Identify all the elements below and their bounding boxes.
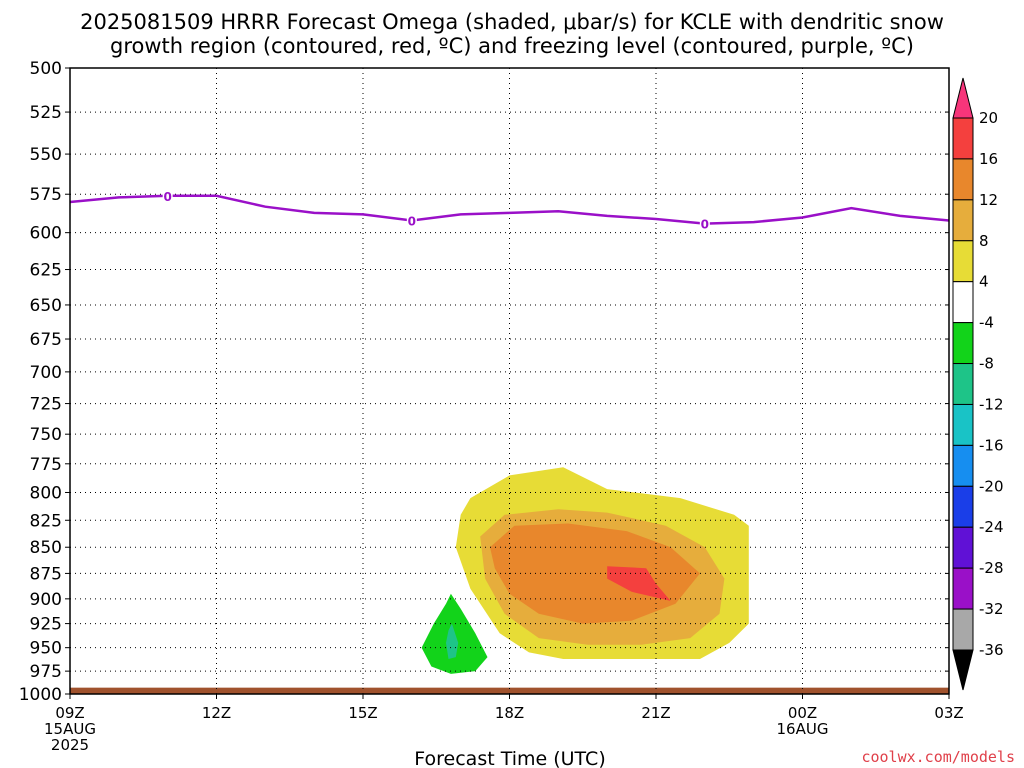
colorbar-label: -4 bbox=[979, 314, 994, 332]
colorbar-label: -20 bbox=[979, 477, 1004, 495]
x-tick-sublabel: 16AUG bbox=[777, 720, 829, 738]
colorbar-segment bbox=[952, 158, 974, 201]
colorbar-label: -32 bbox=[979, 600, 1004, 618]
y-tick-label: 650 bbox=[30, 296, 62, 316]
y-tick-label: 600 bbox=[30, 224, 62, 244]
freezing-level-label: 0 bbox=[163, 190, 171, 204]
y-tick-label: 1000 bbox=[19, 685, 62, 705]
freezing-level-label-bg bbox=[699, 215, 710, 231]
colorbar-segment bbox=[952, 526, 974, 569]
colorbar-segment bbox=[952, 322, 974, 365]
colorbar-segment bbox=[952, 444, 974, 487]
y-tick-label: 950 bbox=[30, 639, 62, 659]
colorbar-label: 4 bbox=[979, 273, 989, 291]
freezing-level-label: 0 bbox=[408, 215, 416, 229]
y-tick-label: 825 bbox=[30, 511, 62, 531]
y-tick-label: 500 bbox=[30, 59, 62, 79]
colorbar-segment bbox=[952, 281, 974, 324]
colorbar-label: -36 bbox=[979, 641, 1004, 659]
colorbar-segment bbox=[952, 608, 974, 651]
surface-layer bbox=[70, 687, 949, 694]
freezing-level-label: 0 bbox=[701, 218, 709, 232]
x-tick-label: 00Z bbox=[788, 704, 817, 722]
y-tick-label: 575 bbox=[30, 185, 62, 205]
x-tick-label: 15Z bbox=[348, 704, 377, 722]
chart-title-line-2: growth region (contoured, red, ºC) and f… bbox=[110, 34, 914, 58]
colorbar-segment bbox=[952, 363, 974, 405]
colorbar-segment bbox=[952, 403, 974, 446]
colorbar-label: -28 bbox=[979, 559, 1004, 577]
x-tick-sublabel: 2025 bbox=[51, 736, 89, 754]
colorbar-segment bbox=[952, 199, 974, 242]
y-tick-label: 700 bbox=[30, 363, 62, 383]
colorbar-segment bbox=[952, 117, 974, 160]
y-tick-label: 925 bbox=[30, 615, 62, 635]
credit-text: coolwx.com/models bbox=[861, 748, 1015, 766]
x-tick-label: 09Z bbox=[55, 704, 84, 722]
x-tick-label: 03Z bbox=[934, 704, 963, 722]
x-tick-label: 12Z bbox=[202, 704, 231, 722]
colorbar-label: 12 bbox=[979, 191, 998, 209]
colorbar-label: 16 bbox=[979, 150, 998, 168]
colorbar-segment bbox=[952, 567, 974, 610]
y-tick-label: 775 bbox=[30, 455, 62, 475]
y-tick-label: 975 bbox=[30, 662, 62, 682]
y-tick-label: 875 bbox=[30, 564, 62, 584]
y-tick-label: 675 bbox=[30, 330, 62, 350]
colorbar-label: 20 bbox=[979, 109, 998, 127]
colorbar-label: -8 bbox=[979, 355, 994, 373]
colorbar-label: -16 bbox=[979, 436, 1004, 454]
colorbar-segment bbox=[952, 485, 974, 528]
freezing-level-label-bg bbox=[406, 212, 417, 228]
omega-region bbox=[446, 623, 459, 659]
y-tick-label: 550 bbox=[30, 145, 62, 165]
y-tick-label: 725 bbox=[30, 395, 62, 415]
y-tick-label: 800 bbox=[30, 483, 62, 503]
colorbar-label: 8 bbox=[979, 232, 989, 250]
colorbar-segment bbox=[952, 240, 974, 283]
colorbar-top-triangle bbox=[952, 77, 974, 119]
x-axis-label: Forecast Time (UTC) bbox=[414, 748, 605, 768]
colorbar-label: -24 bbox=[979, 518, 1004, 536]
x-tick-label: 18Z bbox=[495, 704, 524, 722]
chart-title-line-1: 2025081509 HRRR Forecast Omega (shaded, … bbox=[80, 10, 944, 34]
freezing-level-label-bg bbox=[162, 187, 173, 203]
colorbar-label: -12 bbox=[979, 395, 1004, 413]
x-tick-label: 21Z bbox=[641, 704, 670, 722]
y-tick-label: 525 bbox=[30, 103, 62, 123]
y-tick-label: 900 bbox=[30, 590, 62, 610]
y-tick-label: 750 bbox=[30, 425, 62, 445]
y-tick-label: 625 bbox=[30, 261, 62, 281]
x-tick-sublabel: 15AUG bbox=[44, 720, 96, 738]
y-tick-label: 850 bbox=[30, 538, 62, 558]
omega-region bbox=[607, 566, 671, 601]
colorbar-bottom-triangle bbox=[952, 649, 974, 691]
freezing-level-line bbox=[69, 194, 950, 225]
